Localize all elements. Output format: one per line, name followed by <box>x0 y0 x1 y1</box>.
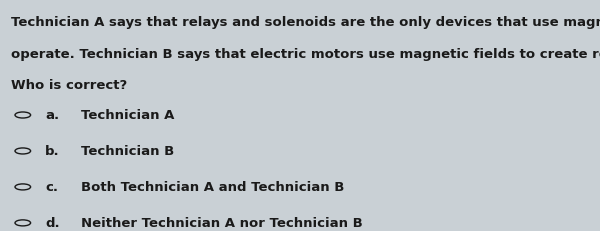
Circle shape <box>15 220 31 226</box>
Text: d.: d. <box>45 216 59 229</box>
Text: Technician B: Technician B <box>81 145 174 158</box>
Circle shape <box>15 148 31 154</box>
Text: Neither Technician A nor Technician B: Neither Technician A nor Technician B <box>81 216 363 229</box>
Text: c.: c. <box>45 181 58 194</box>
Circle shape <box>15 112 31 119</box>
Text: operate. Technician B says that electric motors use magnetic fields to create ro: operate. Technician B says that electric… <box>11 47 600 60</box>
Circle shape <box>15 184 31 190</box>
Text: b.: b. <box>45 145 59 158</box>
Text: Technician A says that relays and solenoids are the only devices that use magnet: Technician A says that relays and soleno… <box>11 16 600 29</box>
Text: Who is correct?: Who is correct? <box>11 79 127 91</box>
Text: Technician A: Technician A <box>81 109 175 122</box>
Text: Both Technician A and Technician B: Both Technician A and Technician B <box>81 181 344 194</box>
Text: a.: a. <box>45 109 59 122</box>
